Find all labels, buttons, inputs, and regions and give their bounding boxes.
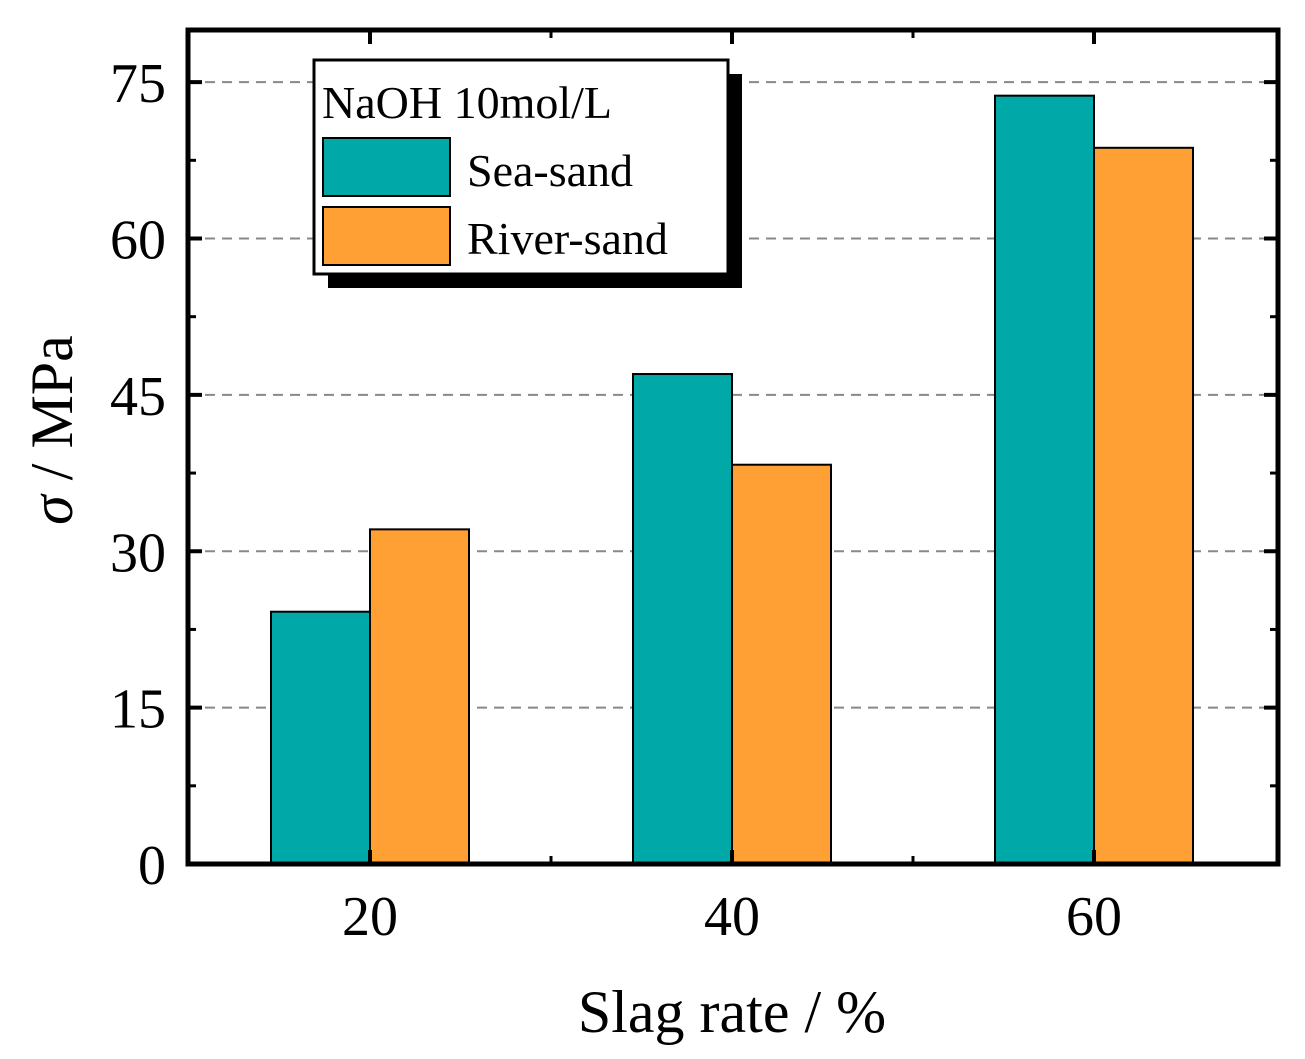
y-tick-label-60: 60 — [110, 210, 166, 272]
y-axis-title: σ / MPa — [19, 335, 85, 525]
y-tick-labels: 0 15 30 45 60 75 — [110, 53, 166, 897]
bar-river-sand-60 — [1093, 146, 1194, 866]
y-tick-label-15: 15 — [110, 679, 166, 741]
legend-swatch-river-sand — [322, 206, 451, 266]
legend-label-sea-sand: Sea-sand — [467, 145, 633, 196]
x-tick-label-40: 40 — [704, 886, 760, 948]
x-tick-label-60: 60 — [1066, 886, 1122, 948]
x-tick-label-20: 20 — [342, 886, 398, 948]
y-tick-label-75: 75 — [110, 53, 166, 115]
x-axis-title: Slag rate / % — [578, 979, 886, 1045]
y-axis-symbol: σ — [19, 493, 85, 525]
bar-sea-sand-20 — [270, 610, 371, 866]
bar-river-sand-20 — [369, 528, 470, 865]
bars — [270, 94, 1194, 866]
y-tick-label-30: 30 — [110, 522, 166, 584]
bar-river-sand-40 — [731, 463, 832, 865]
y-tick-label-45: 45 — [110, 366, 166, 428]
x-tick-labels: 20 40 60 — [342, 886, 1122, 948]
bar-sea-sand-40 — [632, 373, 733, 865]
y-axis-unit: / MPa — [19, 335, 85, 495]
legend-label-river-sand: River-sand — [467, 213, 668, 264]
bar-sea-sand-60 — [994, 94, 1095, 866]
legend-swatch-sea-sand — [322, 137, 451, 197]
legend-title: NaOH 10mol/L — [322, 77, 612, 128]
y-tick-label-0: 0 — [138, 835, 166, 897]
axis-ticks — [188, 30, 1278, 866]
legend: NaOH 10mol/L Sea-sand River-sand — [312, 58, 742, 288]
